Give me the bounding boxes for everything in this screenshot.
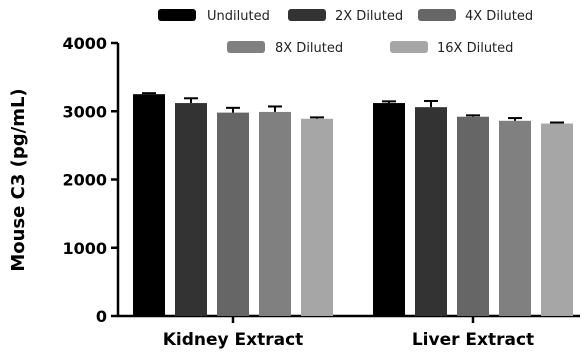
legend: Undiluted 2X Diluted 4X Diluted 8X Diluted 1… (158, 9, 533, 56)
y-axis: 0 1000 2000 3000 4000 (62, 34, 120, 326)
legend-label: 8X Diluted (275, 41, 343, 56)
bar (175, 103, 207, 316)
y-tick-label: 1000 (62, 239, 107, 258)
legend-label: Undiluted (207, 9, 270, 24)
bar (499, 120, 531, 317)
category-label: Liver Extract (412, 330, 534, 350)
bar (301, 118, 333, 316)
legend-swatch (390, 41, 428, 53)
legend-swatch (158, 9, 196, 21)
bar (415, 107, 447, 316)
bar (541, 123, 573, 316)
bar (259, 111, 291, 317)
bars (133, 92, 573, 317)
y-tick-label: 2000 (62, 171, 107, 190)
y-tick-label: 0 (96, 307, 107, 326)
legend-label: 4X Diluted (465, 9, 533, 24)
bar (217, 112, 249, 317)
category-label: Kidney Extract (163, 330, 304, 350)
legend-swatch (288, 9, 326, 21)
y-axis-label: Mouse C3 (pg/mL) (8, 88, 29, 271)
x-axis: Kidney Extract Liver Extract (117, 314, 580, 350)
bar (373, 103, 405, 316)
legend-label: 2X Diluted (335, 9, 403, 24)
y-tick-label: 4000 (62, 34, 107, 53)
legend-swatch (418, 9, 456, 21)
bar (457, 116, 489, 317)
y-tick-label: 3000 (62, 102, 107, 121)
bar (133, 94, 165, 316)
legend-swatch (227, 41, 265, 53)
legend-label: 16X Diluted (437, 41, 513, 56)
